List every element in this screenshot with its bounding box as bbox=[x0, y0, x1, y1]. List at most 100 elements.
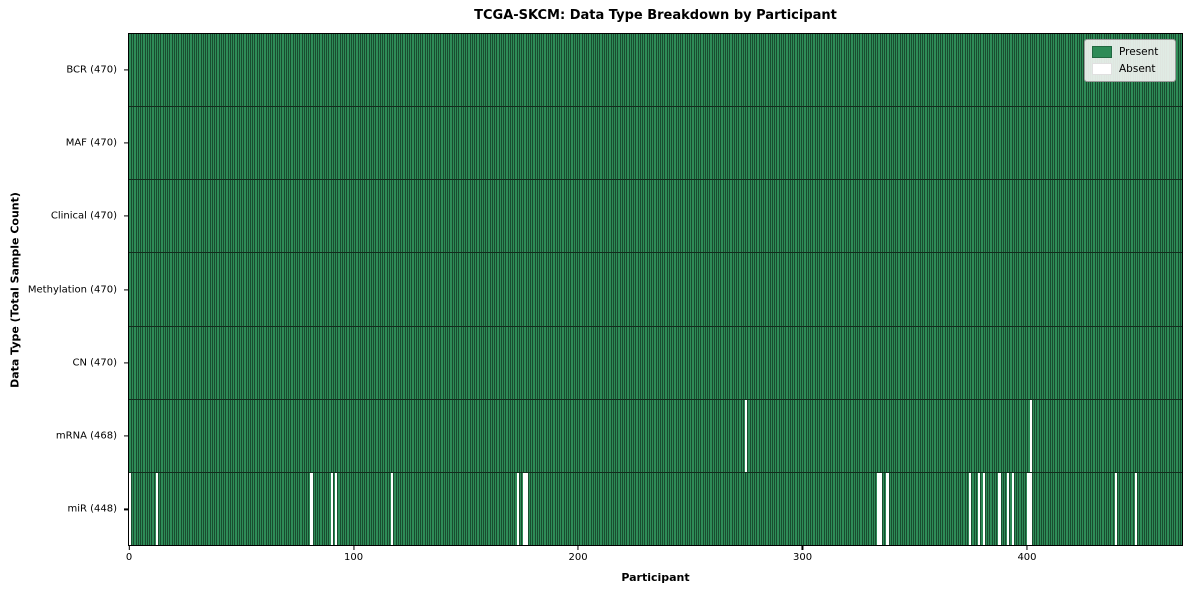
present-cell bbox=[657, 326, 660, 399]
present-cell bbox=[841, 180, 844, 253]
present-cell bbox=[478, 180, 481, 253]
present-cell bbox=[319, 34, 322, 107]
present-cell bbox=[393, 472, 396, 545]
present-cell bbox=[1164, 472, 1167, 545]
present-cell bbox=[299, 107, 302, 180]
present-cell bbox=[745, 34, 748, 107]
present-cell bbox=[355, 253, 358, 326]
present-cell bbox=[326, 34, 329, 107]
present-cell bbox=[993, 326, 997, 399]
present-cell bbox=[1007, 34, 1010, 107]
present-cell bbox=[859, 180, 862, 253]
present-cell bbox=[680, 253, 683, 326]
present-cell bbox=[525, 326, 528, 399]
present-cell bbox=[630, 326, 634, 399]
present-cell bbox=[590, 399, 593, 472]
present-cell bbox=[1099, 399, 1102, 472]
present-cell bbox=[787, 399, 790, 472]
present-cell bbox=[1164, 253, 1167, 326]
present-cell bbox=[146, 107, 150, 180]
plot-area bbox=[128, 33, 1183, 546]
present-cell bbox=[1119, 107, 1122, 180]
present-cell bbox=[1179, 34, 1182, 107]
present-cell bbox=[751, 107, 755, 180]
present-cell bbox=[740, 107, 743, 180]
present-cell bbox=[635, 34, 638, 107]
present-cell bbox=[940, 326, 943, 399]
present-cell bbox=[556, 107, 560, 180]
present-cell bbox=[209, 107, 212, 180]
present-cell bbox=[926, 34, 929, 107]
present-cell bbox=[964, 399, 967, 472]
present-cell bbox=[982, 253, 985, 326]
present-cell bbox=[169, 34, 172, 107]
present-cell bbox=[187, 472, 190, 545]
present-cell bbox=[653, 326, 656, 399]
present-cell bbox=[292, 180, 295, 253]
present-cell bbox=[608, 399, 611, 472]
present-cell bbox=[541, 472, 544, 545]
present-cell bbox=[935, 180, 938, 253]
present-cell bbox=[129, 107, 132, 180]
present-cell bbox=[612, 34, 616, 107]
present-cell bbox=[1121, 253, 1124, 326]
present-cell bbox=[1038, 180, 1041, 253]
present-cell bbox=[854, 253, 858, 326]
present-cell bbox=[241, 399, 244, 472]
present-cell bbox=[252, 253, 255, 326]
present-cell bbox=[456, 253, 459, 326]
present-cell bbox=[964, 253, 967, 326]
present-cell bbox=[807, 326, 811, 399]
present-cell bbox=[382, 107, 385, 180]
y-axis-ticks: BCR (470) MAF (470) Clinical (470) Methylat… bbox=[0, 33, 128, 546]
present-cell bbox=[960, 399, 963, 472]
present-cell bbox=[305, 253, 309, 326]
present-cell bbox=[438, 107, 441, 180]
present-cell bbox=[321, 253, 324, 326]
present-cell bbox=[467, 472, 470, 545]
present-cell bbox=[498, 34, 501, 107]
present-cell bbox=[388, 107, 392, 180]
present-cell bbox=[337, 34, 340, 107]
present-cell bbox=[682, 399, 685, 472]
present-cell bbox=[348, 34, 351, 107]
present-cell bbox=[834, 253, 837, 326]
present-cell bbox=[821, 180, 824, 253]
present-cell bbox=[772, 472, 775, 545]
present-cell bbox=[1150, 180, 1153, 253]
present-cell bbox=[1067, 399, 1070, 472]
present-cell bbox=[131, 253, 134, 326]
present-cell bbox=[881, 34, 885, 107]
present-cell bbox=[193, 472, 197, 545]
present-cell bbox=[798, 34, 802, 107]
present-cell bbox=[223, 472, 226, 545]
present-cell bbox=[218, 180, 221, 253]
absent-cell bbox=[335, 472, 338, 545]
present-cell bbox=[774, 253, 777, 326]
present-cell bbox=[823, 180, 826, 253]
present-cell bbox=[769, 399, 772, 472]
present-cell bbox=[146, 399, 150, 472]
present-cell bbox=[397, 399, 401, 472]
present-cell bbox=[1065, 399, 1068, 472]
present-cell bbox=[538, 472, 542, 545]
present-cell bbox=[1005, 34, 1008, 107]
present-cell bbox=[534, 107, 537, 180]
present-cell bbox=[1114, 326, 1118, 399]
present-cell bbox=[1146, 399, 1149, 472]
present-cell bbox=[384, 107, 387, 180]
present-cell bbox=[279, 180, 282, 253]
present-cell bbox=[285, 326, 289, 399]
present-cell bbox=[1117, 107, 1120, 180]
present-cell bbox=[158, 180, 161, 253]
present-cell bbox=[626, 34, 629, 107]
present-cell bbox=[532, 107, 535, 180]
present-cell bbox=[453, 180, 457, 253]
present-cell bbox=[507, 253, 510, 326]
present-cell bbox=[355, 399, 358, 472]
present-cell bbox=[263, 180, 266, 253]
present-cell bbox=[171, 472, 174, 545]
present-cell bbox=[1173, 472, 1176, 545]
present-cell bbox=[1022, 34, 1026, 107]
present-cell bbox=[1166, 399, 1169, 472]
